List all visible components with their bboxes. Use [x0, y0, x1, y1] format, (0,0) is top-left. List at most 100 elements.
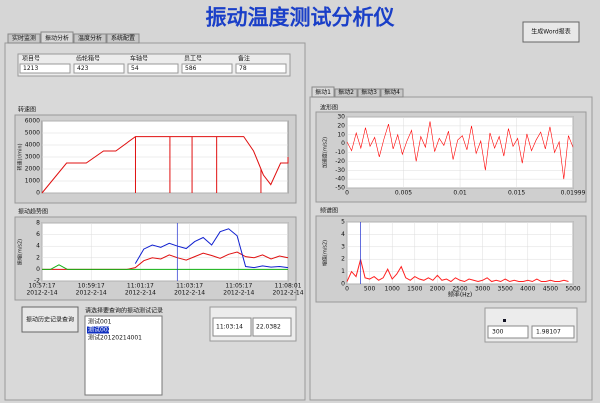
channel-tab[interactable]: [311, 86, 335, 98]
report-button[interactable]: [522, 21, 580, 43]
info-value: 423: [77, 65, 89, 72]
x-tick-label: 500: [364, 286, 376, 293]
spectrum-cursor-x: 300: [492, 329, 504, 336]
history-button-label[interactable]: 振动历史记录查询: [26, 316, 74, 324]
y-tick-label: -40: [335, 176, 345, 183]
info-header: 车轴号: [130, 55, 148, 63]
spectrum-cursor-y-cell: [531, 325, 575, 339]
trend-cursor-x: 11:03:14: [216, 324, 243, 331]
tab[interactable]: [106, 33, 140, 44]
x-tick-label: 2000: [430, 286, 445, 293]
info-cell: [19, 63, 71, 74]
chart-label: 振动趋势图: [18, 208, 48, 216]
y-tick-label: 1000: [25, 178, 40, 185]
tab-label[interactable]: 振动分析: [45, 34, 69, 42]
x-tick-time: 11:01:17: [127, 283, 154, 290]
x-tick-label: 3000: [475, 286, 490, 293]
history-item[interactable]: 测试001: [88, 318, 112, 326]
y-tick-label: 3000: [25, 154, 40, 161]
channel-tab-label[interactable]: 振动4: [384, 88, 400, 96]
tab-label[interactable]: 实时监测: [12, 34, 36, 42]
info-value: 54: [131, 65, 139, 72]
chart-label: 转速图: [18, 106, 36, 114]
y-tick-label: 3: [341, 243, 345, 250]
y-tick-label: 2: [341, 256, 345, 263]
x-tick-time: 11:03:17: [176, 283, 203, 290]
y-axis-label: 加速度(m/s2): [322, 137, 329, 168]
info-cell: [181, 63, 233, 74]
y-tick-label: 4000: [25, 142, 40, 149]
channel-tab-label[interactable]: 振动3: [361, 88, 377, 96]
history-button[interactable]: [21, 306, 79, 333]
y-tick-label: 30: [337, 114, 345, 121]
y-tick-label: 6: [36, 231, 40, 238]
channel-tab[interactable]: [357, 88, 381, 98]
info-value: 1213: [23, 65, 38, 72]
trend-cursor-x-cell: [212, 317, 252, 337]
info-cell: [73, 63, 125, 74]
info-value: 586: [185, 65, 197, 72]
tab-label[interactable]: 系统配置: [111, 34, 135, 42]
chart-label: 波形图: [320, 104, 338, 112]
y-tick-label: 4: [36, 243, 40, 250]
info-cell: [127, 63, 179, 74]
y-tick-label: -50: [335, 185, 345, 192]
x-tick-date: 2012-2-14: [174, 290, 205, 297]
x-tick-label: 2500: [452, 286, 467, 293]
x-tick-label: 0.01999: [561, 190, 586, 197]
x-tick-label: 3500: [498, 286, 513, 293]
channel-tab[interactable]: [334, 88, 358, 98]
info-header: 项目号: [22, 56, 40, 63]
x-tick-date: 2012-2-14: [26, 290, 57, 297]
y-tick-label: 2: [36, 254, 40, 261]
cursor-icon: [503, 319, 506, 322]
app-title: 振动温度测试分析仪: [206, 5, 396, 30]
tab[interactable]: [7, 33, 41, 44]
y-tick-label: 6000: [25, 118, 40, 125]
x-tick-label: 0.005: [395, 190, 412, 197]
x-tick-label: 0.015: [508, 190, 525, 197]
y-tick-label: 2000: [25, 166, 40, 173]
x-tick-label: 0: [345, 190, 349, 197]
tab-label[interactable]: 温度分析: [78, 34, 102, 42]
series-line: [42, 264, 288, 270]
x-tick-date: 2012-2-14: [223, 290, 254, 297]
series-line: [134, 228, 289, 269]
x-tick-time: 10:59:17: [78, 283, 105, 290]
spectrum-cursor-x-cell: [487, 325, 529, 339]
report-button-label[interactable]: 生成Word报表: [531, 28, 570, 36]
trend-cursor-y: 22.0382: [256, 324, 281, 331]
y-tick-label: 0: [341, 140, 345, 147]
x-tick-label: 4500: [543, 286, 558, 293]
series-line: [346, 121, 574, 180]
channel-tab-label[interactable]: 振动1: [315, 88, 331, 96]
tab[interactable]: [40, 31, 74, 44]
selected-item: [87, 326, 109, 334]
x-tick-label: 1000: [385, 286, 400, 293]
y-tick-label: -2: [34, 278, 40, 285]
history-prompt: 请选择要查询的振动测试记录: [85, 307, 163, 315]
history-item[interactable]: 测试20120214001: [88, 334, 142, 342]
x-tick-date: 2012-2-14: [76, 290, 107, 297]
tab[interactable]: [73, 33, 107, 44]
channel-tab[interactable]: [380, 88, 404, 98]
x-axis-label: 频率(Hz): [448, 291, 472, 299]
x-tick-label: 1500: [407, 286, 422, 293]
y-axis-label: 转速(r/min): [17, 143, 24, 170]
y-tick-label: 1: [341, 268, 345, 275]
series-line: [346, 259, 569, 283]
trend-cursor-y-cell: [252, 317, 292, 337]
x-tick-label: 0: [345, 286, 349, 293]
channel-tab-label[interactable]: 振动2: [338, 88, 354, 96]
history-item[interactable]: 测试002: [88, 326, 112, 334]
y-tick-label: -30: [335, 167, 345, 174]
spectrum-cursor-y: 1.98107: [536, 329, 561, 336]
y-tick-label: 20: [337, 122, 345, 129]
y-tick-label: 0: [36, 190, 40, 197]
y-tick-label: -20: [335, 158, 345, 165]
info-header: 员工号: [184, 56, 202, 63]
info-cell: [235, 63, 287, 74]
series-line: [41, 136, 289, 194]
